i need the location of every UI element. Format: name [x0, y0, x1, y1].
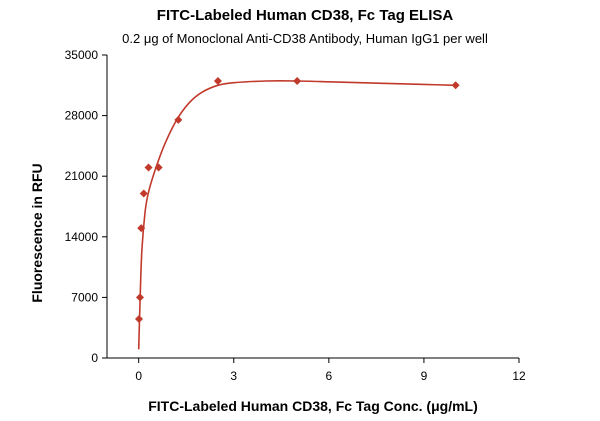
y-ticks: 0 7000 14000 21000 28000 35000 [65, 48, 107, 365]
data-point [154, 163, 163, 172]
fit-curve [137, 80, 456, 350]
data-point [213, 76, 222, 85]
y-tick-label: 28000 [65, 109, 99, 123]
chart-subtitle: 0.2 μg of Monoclonal Anti-CD38 Antibody,… [122, 31, 488, 46]
x-tick-label: 0 [135, 369, 142, 383]
data-point [135, 315, 144, 324]
y-tick-label: 14000 [65, 230, 99, 244]
data-points [135, 76, 460, 324]
y-tick-label: 35000 [65, 48, 99, 62]
y-tick-label: 7000 [71, 290, 98, 304]
y-tick-label: 0 [91, 351, 98, 365]
x-tick-label: 9 [421, 369, 428, 383]
data-point [144, 163, 153, 172]
data-point [451, 81, 460, 90]
data-point [137, 224, 146, 233]
x-tick-label: 12 [512, 369, 526, 383]
x-tick-label: 6 [326, 369, 333, 383]
x-ticks: 0 3 6 9 12 [135, 358, 526, 383]
x-tick-label: 3 [230, 369, 237, 383]
x-axis-label: FITC-Labeled Human CD38, Fc Tag Conc. (μ… [148, 398, 478, 414]
data-point [293, 76, 302, 85]
axes [106, 55, 519, 359]
y-tick-label: 21000 [65, 169, 99, 183]
data-point [139, 189, 148, 198]
chart-title: FITC-Labeled Human CD38, Fc Tag ELISA [157, 7, 454, 24]
data-point [174, 115, 183, 124]
data-point [135, 293, 144, 302]
y-axis-label: Fluorescence in RFU [29, 163, 45, 302]
